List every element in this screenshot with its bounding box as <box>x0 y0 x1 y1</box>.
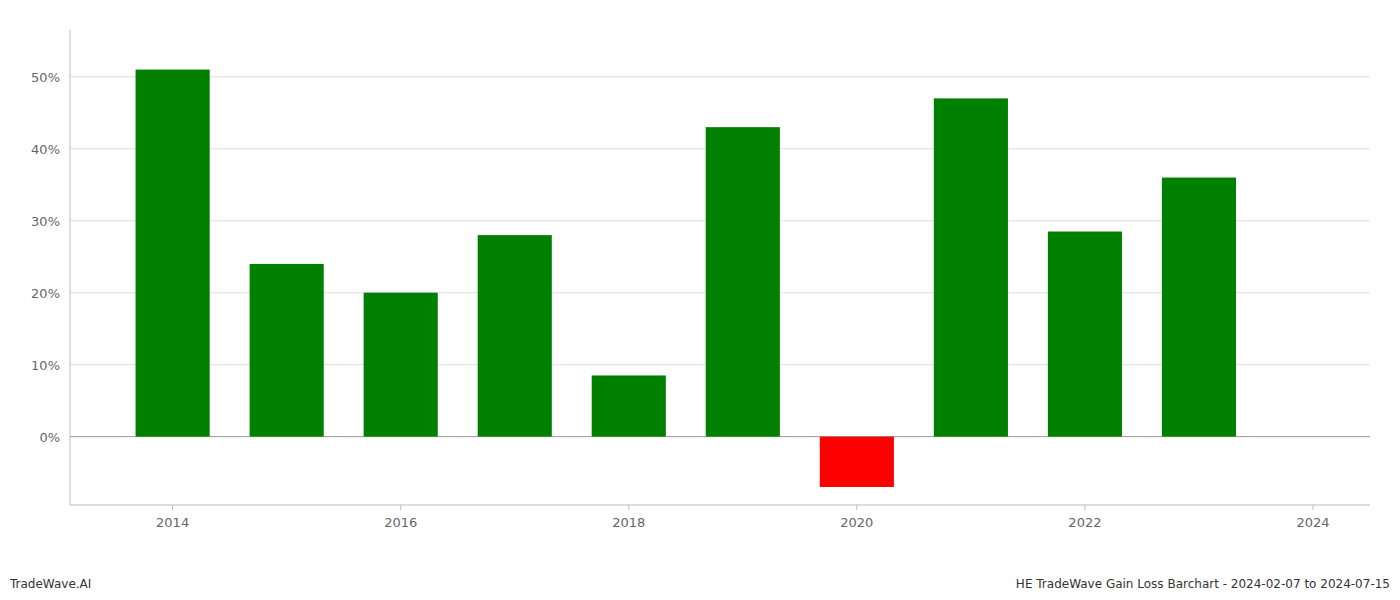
y-tick-label: 0% <box>39 430 60 445</box>
bar <box>478 235 552 437</box>
x-tick <box>172 505 173 510</box>
bar <box>364 293 438 437</box>
y-tick-label: 30% <box>31 214 60 229</box>
bar <box>592 375 666 436</box>
x-tick-label: 2024 <box>1296 515 1329 530</box>
x-tick-label: 2014 <box>156 515 189 530</box>
y-axis-line <box>70 30 71 505</box>
bar <box>1162 178 1236 437</box>
footer-text: HE TradeWave Gain Loss Barchart - 2024-0… <box>1016 577 1390 591</box>
x-tick-label: 2018 <box>612 515 645 530</box>
x-tick <box>1312 505 1313 510</box>
grid-line <box>70 76 1370 77</box>
x-tick <box>628 505 629 510</box>
bar <box>250 264 324 437</box>
bar <box>136 70 210 437</box>
x-tick <box>1084 505 1085 510</box>
x-tick <box>400 505 401 510</box>
footer-text: TradeWave.AI <box>9 577 91 591</box>
bars <box>136 70 1236 487</box>
bar <box>820 437 894 487</box>
y-grid <box>70 77 1370 437</box>
y-tick-label: 50% <box>31 70 60 85</box>
bar <box>706 127 780 436</box>
x-tick-label: 2020 <box>840 515 873 530</box>
chart: 0% 10% 20% 30% 40% 50% 2014 2016 2018 2020 2022 202… <box>0 0 1400 600</box>
y-tick-label: 20% <box>31 286 60 301</box>
x-tick-label: 2022 <box>1068 515 1101 530</box>
x-axis-line <box>70 505 1370 506</box>
y-tick-label: 10% <box>31 358 60 373</box>
bar <box>934 98 1008 436</box>
x-tick-label: 2016 <box>384 515 417 530</box>
bar <box>1048 232 1122 437</box>
y-tick-label: 40% <box>31 142 60 157</box>
x-tick <box>856 505 857 510</box>
